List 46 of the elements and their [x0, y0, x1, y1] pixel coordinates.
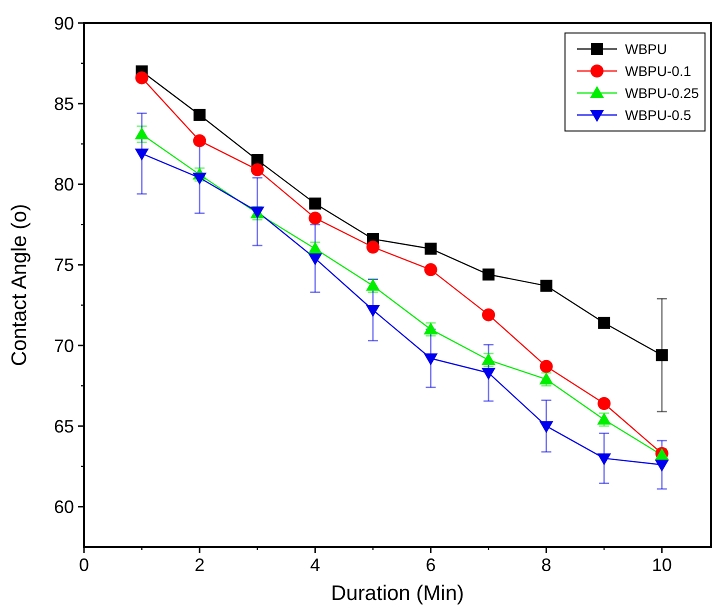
point [482, 308, 496, 322]
legend-label: WBPU-0.1 [625, 62, 692, 79]
x-tick-label: 8 [541, 555, 552, 575]
y-tick-label: 65 [54, 416, 74, 436]
x-tick-label: 6 [426, 555, 436, 575]
point [134, 127, 149, 140]
point [308, 212, 322, 225]
x-tick-label: 4 [310, 555, 320, 575]
x-axis-title: Duration (Min) [330, 582, 464, 605]
point [366, 304, 380, 317]
x-tick-label: 0 [78, 555, 90, 575]
y-tick-label: 90 [54, 13, 74, 34]
point [366, 240, 380, 254]
point [308, 253, 322, 266]
point [598, 397, 611, 410]
point [192, 172, 207, 185]
x-tick-label: 10 [652, 555, 672, 575]
point [135, 71, 148, 84]
legend-label: WBPU [625, 40, 667, 57]
point [424, 353, 438, 366]
point [424, 263, 438, 276]
point [482, 368, 496, 380]
point [597, 453, 612, 466]
y-tick-label: 80 [54, 174, 74, 195]
legend-label: WBPU-0.5 [625, 106, 692, 123]
point [540, 280, 552, 292]
y-tick-label: 85 [54, 94, 74, 114]
point [194, 108, 206, 121]
point [482, 352, 496, 365]
point [654, 460, 669, 472]
y-tick-label: 60 [54, 496, 74, 517]
point [309, 198, 322, 210]
point [656, 349, 668, 362]
y-tick-label: 70 [54, 336, 74, 356]
point [134, 148, 149, 161]
point [598, 316, 610, 329]
point [424, 242, 437, 255]
point [539, 421, 554, 434]
x-tick-label: 2 [194, 555, 205, 575]
legend-label: WBPU-0.25 [625, 84, 700, 101]
point [540, 360, 553, 373]
y-axis-title: Contact Angle (o) [8, 204, 31, 366]
point [250, 163, 264, 176]
y-tick-label: 75 [54, 255, 74, 276]
point [193, 134, 206, 148]
point [482, 268, 495, 281]
